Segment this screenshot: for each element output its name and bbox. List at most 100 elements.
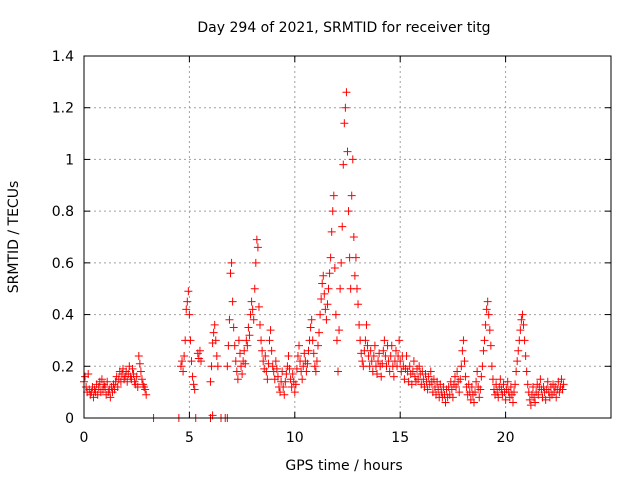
data-point	[499, 380, 508, 389]
data-point	[187, 357, 196, 366]
data-point	[358, 357, 367, 366]
data-points	[80, 88, 568, 422]
data-point	[271, 357, 280, 366]
data-point	[185, 310, 194, 319]
data-point	[361, 336, 370, 345]
data-point	[386, 351, 395, 360]
data-point	[284, 351, 293, 360]
data-point	[493, 388, 502, 397]
data-point	[266, 326, 275, 335]
data-point	[209, 328, 218, 337]
data-point	[531, 398, 540, 407]
data-point	[303, 359, 312, 368]
data-point	[292, 364, 301, 373]
data-point	[268, 362, 277, 371]
data-point	[327, 227, 336, 236]
data-point	[231, 357, 240, 366]
data-point	[484, 310, 493, 319]
data-point	[481, 320, 490, 329]
chart-title: Day 294 of 2021, SRMTID for receiver tit…	[197, 20, 490, 36]
x-axis-label: GPS time / hours	[285, 458, 402, 474]
y-tick-label: 0.8	[52, 204, 74, 220]
data-point	[459, 336, 468, 345]
data-point	[330, 264, 339, 273]
data-point	[206, 377, 215, 386]
data-point	[238, 370, 247, 379]
data-point	[501, 395, 510, 404]
data-point	[232, 367, 241, 376]
axis-ticks	[83, 55, 611, 419]
data-point	[291, 380, 300, 389]
x-tick-label: 20	[497, 430, 515, 446]
data-point	[343, 147, 352, 156]
data-point	[278, 367, 287, 376]
data-point	[510, 388, 519, 397]
data-point	[534, 390, 543, 399]
data-point	[400, 375, 409, 384]
data-point	[276, 388, 285, 397]
grid	[84, 56, 611, 418]
data-point	[97, 375, 106, 384]
y-axis-label: SRMTID / TECUs	[6, 181, 22, 294]
data-point	[179, 367, 188, 376]
data-point	[409, 357, 418, 366]
data-point	[455, 388, 464, 397]
data-point	[259, 357, 268, 366]
data-point	[237, 362, 246, 371]
data-point	[348, 155, 357, 164]
data-point	[313, 341, 322, 350]
data-point	[246, 310, 255, 319]
data-point	[322, 315, 331, 324]
data-point	[355, 320, 364, 329]
data-point	[369, 351, 378, 360]
data-point	[516, 326, 525, 335]
data-point	[478, 362, 487, 371]
data-point	[285, 364, 294, 373]
data-point	[245, 331, 254, 340]
data-point	[134, 351, 143, 360]
data-point	[408, 367, 417, 376]
data-point	[366, 346, 375, 355]
data-point	[461, 372, 470, 381]
data-point	[331, 310, 340, 319]
data-point	[460, 357, 469, 366]
data-point	[190, 385, 199, 394]
data-point	[483, 297, 492, 306]
data-point	[518, 310, 527, 319]
data-point	[475, 393, 484, 402]
data-point	[302, 367, 311, 376]
data-point	[337, 258, 346, 267]
data-point	[329, 191, 338, 200]
data-point	[267, 346, 276, 355]
data-point	[250, 284, 259, 293]
data-point	[513, 357, 522, 366]
data-point	[479, 346, 488, 355]
data-point	[321, 305, 330, 314]
data-point	[103, 377, 112, 386]
data-point	[347, 191, 356, 200]
data-point	[506, 382, 515, 391]
data-point	[525, 395, 534, 404]
data-point	[448, 393, 457, 402]
data-point	[477, 372, 486, 381]
data-point	[317, 295, 326, 304]
data-point	[407, 380, 416, 389]
data-point	[299, 362, 308, 371]
data-point	[375, 349, 384, 358]
data-point	[229, 323, 238, 332]
data-point	[496, 375, 505, 384]
data-point	[370, 341, 379, 350]
data-point	[340, 119, 349, 128]
data-point	[288, 370, 297, 379]
data-point	[379, 346, 388, 355]
data-point	[339, 160, 348, 169]
data-point	[242, 336, 251, 345]
data-point	[262, 367, 271, 376]
data-point	[293, 351, 302, 360]
data-point	[315, 328, 324, 337]
data-point	[256, 320, 265, 329]
data-point	[188, 372, 197, 381]
data-point	[196, 357, 205, 366]
data-point	[385, 367, 394, 376]
data-point	[473, 367, 482, 376]
